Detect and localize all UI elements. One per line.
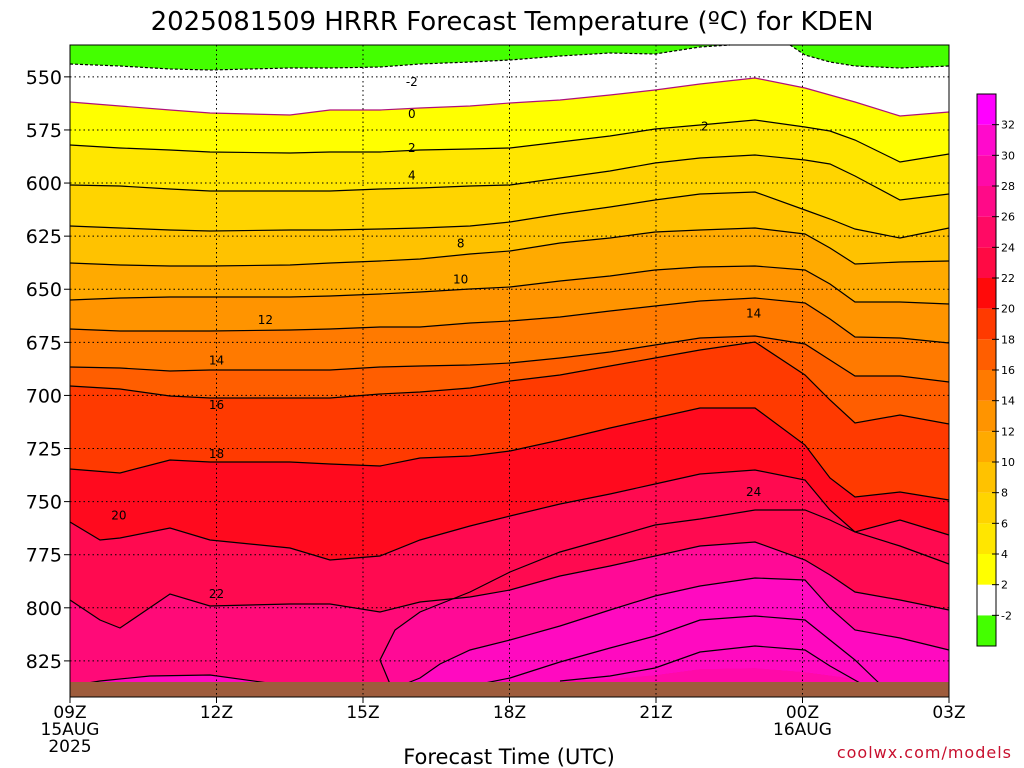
x-tick-label: 18Z: [493, 703, 526, 723]
colorbar-swatch: [977, 370, 996, 401]
colorbar-swatch: [977, 584, 996, 616]
colorbar-swatch: [977, 216, 996, 248]
contour-label: 20: [111, 508, 126, 522]
contour-label: 14: [209, 353, 224, 367]
contour-label: 14: [746, 307, 761, 321]
credit-text: coolwx.com/models: [837, 743, 1012, 762]
colorbar-swatch: [977, 124, 996, 156]
contour-line-12: [69, 297, 950, 344]
contour-line-26: [399, 577, 950, 687]
colorbar-swatch: [977, 431, 996, 462]
x-tick-label: 12Z: [200, 703, 233, 723]
colorbar-label: 18: [1001, 333, 1015, 346]
y-tick-label: 725: [26, 439, 62, 461]
y-tick-label: 700: [26, 385, 62, 407]
colorbar-swatch: [977, 155, 996, 186]
contour-line-20: [69, 469, 950, 561]
colorbar-swatch: [977, 615, 996, 646]
y-tick-label: 650: [26, 279, 62, 301]
contour-line-4: [69, 154, 950, 201]
x-tick-label: 03Z: [932, 703, 965, 723]
x-tick-label: 15Z: [346, 703, 379, 723]
colorbar-swatch: [977, 554, 996, 585]
colorbar-label: 6: [1001, 517, 1008, 530]
colorbar-label: 20: [1001, 303, 1015, 316]
contour-line-8: [69, 227, 950, 267]
contour-line-2: [69, 119, 950, 163]
y-axis-ticks: 550 575 600 625 650 675 700 725 750 775 800 825: [26, 67, 70, 673]
contour-line-16: [69, 341, 950, 425]
contour-line-0: [69, 77, 950, 117]
y-tick-label: 825: [26, 651, 62, 673]
colorbar-swatch: [977, 186, 996, 217]
colorbar-label: 28: [1001, 180, 1015, 193]
grid-lines: [70, 45, 949, 697]
contour-label: 2: [408, 141, 416, 155]
contour-line-18: [69, 407, 950, 501]
x-tick-label: 2025: [48, 737, 91, 757]
contour-label: 4: [408, 169, 416, 183]
colorbar-label: 16: [1001, 364, 1015, 377]
contour-label: 2: [701, 120, 709, 134]
colorbar-label: 14: [1001, 395, 1015, 408]
x-axis-label: Forecast Time (UTC): [403, 745, 615, 768]
colorbar-swatch: [977, 523, 996, 554]
contour-label: -2: [406, 75, 418, 89]
contour-line-10: [69, 265, 950, 305]
chart-title: 2025081509 HRRR Forecast Temperature (ºC…: [151, 7, 874, 37]
colorbar-label: 10: [1001, 456, 1015, 469]
colorbar-label: -2: [1001, 609, 1012, 622]
y-tick-label: 775: [26, 545, 62, 567]
contour-line-28: [469, 615, 881, 687]
colorbar-label: 8: [1001, 487, 1008, 500]
x-tick-label: 09Z: [53, 703, 86, 723]
y-tick-label: 800: [26, 598, 62, 620]
x-tick-label: 16AUG: [773, 720, 832, 740]
x-tick-label: 15AUG: [41, 720, 100, 740]
colorbar-label: 32: [1001, 119, 1015, 132]
colorbar-swatch: [977, 94, 996, 125]
contour-line-24: [379, 509, 950, 685]
contour-label: 16: [209, 398, 224, 412]
contour-line-14: [69, 335, 950, 383]
contour-label: 8: [457, 237, 465, 251]
colorbar-swatch: [977, 492, 996, 524]
y-tick-label: 575: [26, 120, 62, 142]
y-tick-label: 550: [26, 67, 62, 89]
y-tick-label: 625: [26, 226, 62, 248]
colorbar-label: 2: [1001, 579, 1008, 592]
contour-line-30: [559, 645, 861, 684]
colorbar-swatch: [977, 308, 996, 340]
contour-label: 18: [209, 447, 224, 461]
y-tick-label: 675: [26, 332, 62, 354]
contour-label: 12: [258, 313, 273, 327]
x-tick-label: 00Z: [786, 703, 819, 723]
colorbar-swatch: [977, 462, 996, 493]
contour-label: 10: [453, 273, 468, 287]
x-tick-label: 21Z: [639, 703, 672, 723]
colorbar-swatch: [977, 247, 996, 278]
colorbar-label: 30: [1001, 149, 1015, 162]
colorbar-label: 24: [1001, 241, 1015, 254]
y-tick-label: 750: [26, 492, 62, 514]
colorbar-label: 12: [1001, 425, 1015, 438]
contour-label: 22: [209, 587, 224, 601]
contour-label: 0: [408, 107, 416, 121]
contour-line-6: [69, 191, 950, 239]
colorbar-label: 4: [1001, 548, 1008, 561]
contour-label: 24: [746, 485, 761, 499]
colorbar-swatch: [977, 400, 996, 432]
colorbar-label: 22: [1001, 272, 1015, 285]
colorbar-swatch: [977, 278, 996, 309]
band-fill-green-top: [70, 45, 949, 70]
contour-line--2: [69, 44, 950, 71]
colorbar-label: 26: [1001, 211, 1015, 224]
y-tick-label: 600: [26, 173, 62, 195]
colorbar-swatch: [977, 339, 996, 370]
